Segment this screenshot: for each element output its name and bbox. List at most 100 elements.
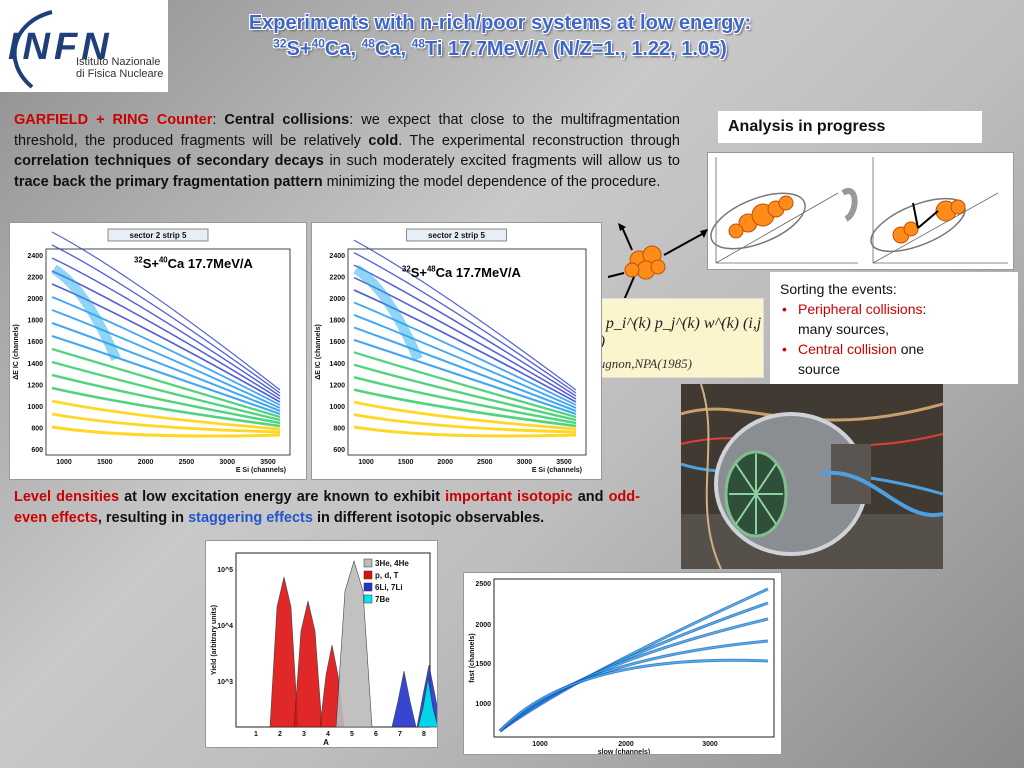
text-bold: Central collisions	[224, 112, 350, 128]
logo-text: INFN	[8, 26, 113, 68]
pid-band	[353, 388, 577, 428]
x-tick-label: 3000	[219, 459, 235, 466]
y-tick-label: 2000	[27, 296, 43, 303]
text: :	[922, 301, 927, 317]
logo-subtitle-line1: Istituto Nazionale	[76, 56, 161, 68]
pid-band-heavy	[353, 264, 423, 361]
de-e-plot-s-ca40: sector 2 strip 5 2400 2200 2000 1800 1600 1400…	[9, 222, 307, 480]
event-shape-figure	[710, 157, 1008, 264]
y-tick-label: 1800	[329, 318, 345, 325]
odd-even-effects-label: odd-even effects	[14, 489, 640, 526]
text: , resulting in	[97, 509, 189, 526]
event-shape-panel	[707, 152, 1014, 270]
sorting-events-box: Sorting the events: Peripheral collision…	[770, 272, 1018, 384]
y-tick-label: 1400	[329, 361, 345, 368]
x-tick-label: 4	[326, 731, 330, 738]
text: :	[212, 112, 225, 128]
x-tick-label: 2000	[138, 459, 154, 466]
legend-entry: 6Li, 7Li	[375, 583, 403, 592]
y-tick-label: 10^5	[217, 566, 233, 574]
fastslow-band-core	[499, 659, 769, 732]
text: at low excitation energy are known to ex…	[119, 489, 446, 505]
pid-band	[51, 425, 281, 438]
y-tick-label: 10^3	[217, 678, 233, 686]
pid-band	[353, 239, 577, 391]
sorting-heading: Sorting the events:	[780, 281, 897, 297]
isotope-histogram-svg: 10^5 10^4 10^3 1 2 3 4 5 6 7 8 A Yield (arbitrary un…	[211, 552, 442, 747]
y-tick-label: 2400	[27, 253, 43, 260]
plot-frame	[45, 248, 291, 456]
plot-header: sector 2 strip 5	[130, 231, 187, 240]
plot2-reaction-label: 32S+48Ca 17.7MeV/A	[402, 265, 521, 280]
y-axis-label: ΔE IC (channels)	[13, 324, 20, 380]
y-tick-label: 600	[31, 447, 43, 454]
title-part: Ti 17.7MeV/A (N/Z=1., 1.22, 1.05)	[425, 38, 727, 60]
pid-band	[353, 301, 577, 406]
y-tick-label: 2200	[27, 275, 43, 282]
y-tick-label: 2400	[329, 253, 345, 260]
intro-paragraph: GARFIELD + RING Counter: Central collisi…	[14, 110, 680, 192]
legend-swatch	[363, 570, 373, 580]
sorting-list: Peripheral collisions: many sources, Cen…	[780, 299, 1008, 379]
x-tick-label: 2500	[477, 459, 493, 466]
sup: 32	[134, 255, 143, 265]
pid-band	[353, 326, 577, 412]
y-tick-label: 1000	[27, 404, 43, 411]
pid-band	[51, 399, 281, 431]
pid-band	[51, 347, 281, 419]
text-bold: trace back the primary fragmentation pat…	[14, 173, 323, 190]
x-tick-label: 5	[350, 731, 354, 738]
text: source	[798, 361, 841, 377]
sup: 40	[158, 255, 168, 265]
text: one	[896, 341, 925, 357]
x-tick-label: 3	[302, 731, 306, 738]
fragment-decay-icon	[607, 223, 708, 301]
x-tick-label: 8	[422, 731, 426, 738]
title-part: Ca,	[324, 38, 362, 60]
detector-photo-image	[681, 384, 943, 569]
plot-header: sector 2 strip 5	[428, 231, 485, 240]
y-tick-label: 2200	[329, 275, 345, 282]
legend-swatch	[363, 582, 373, 592]
text: Ca 17.7MeV/A	[167, 256, 253, 271]
y-tick-label: 600	[333, 447, 345, 454]
pid-band	[353, 252, 577, 394]
x-tick-label: 3000	[702, 741, 718, 748]
logo-swoosh-icon	[12, 10, 53, 89]
pid-band	[51, 360, 281, 422]
slide-title-line2: 32S+40Ca, 48Ca, 48Ti 17.7MeV/A (N/Z=1., …	[200, 36, 800, 61]
legend-swatch	[363, 558, 373, 568]
isotope-peak	[417, 677, 439, 728]
pid-band	[353, 351, 577, 419]
x-tick-label: 3500	[260, 459, 276, 466]
x-tick-label: 2000	[618, 741, 634, 748]
text-bold: cold	[368, 132, 399, 149]
pid-band	[51, 386, 281, 428]
pid-band	[51, 309, 281, 409]
y-tick-label: 1500	[475, 661, 491, 668]
de-e-plot-s-ca48: sector 2 strip 5 2400 2200 2000 1800 1600 1400…	[311, 222, 602, 480]
peripheral-collisions-label: Peripheral collisions	[798, 301, 923, 317]
x-tick-label: 3500	[556, 459, 572, 466]
pid-band-heavy	[51, 264, 121, 361]
list-item: Peripheral collisions: many sources,	[780, 299, 1008, 339]
sup: 48	[426, 264, 436, 274]
y-tick-label: 1800	[27, 318, 43, 325]
title-sup-48b: 48	[411, 36, 426, 51]
plot1-reaction-label: 32S+40Ca 17.7MeV/A	[134, 256, 253, 271]
x-axis-label: E Si (channels)	[532, 467, 582, 474]
slide-title-line1: Experiments with n-rich/poor systems at …	[248, 12, 752, 34]
pid-band	[51, 296, 281, 406]
level-densities-label: Level densities	[14, 489, 120, 505]
pid-band	[353, 314, 577, 409]
y-tick-label: 800	[31, 425, 43, 432]
y-tick-label: 1200	[27, 382, 43, 389]
x-tick-label: 1000	[532, 741, 548, 748]
de-e-plot-1-svg: sector 2 strip 5 2400 2200 2000 1800 1600 1400…	[13, 228, 291, 474]
pid-band	[353, 375, 577, 425]
text: S+	[410, 265, 427, 280]
logo-subtitle-line2: di Fisica Nucleare	[76, 68, 164, 80]
important-isotopic-label: important isotopic	[445, 489, 573, 505]
text: S+	[142, 256, 159, 271]
y-tick-label: 800	[333, 425, 345, 432]
